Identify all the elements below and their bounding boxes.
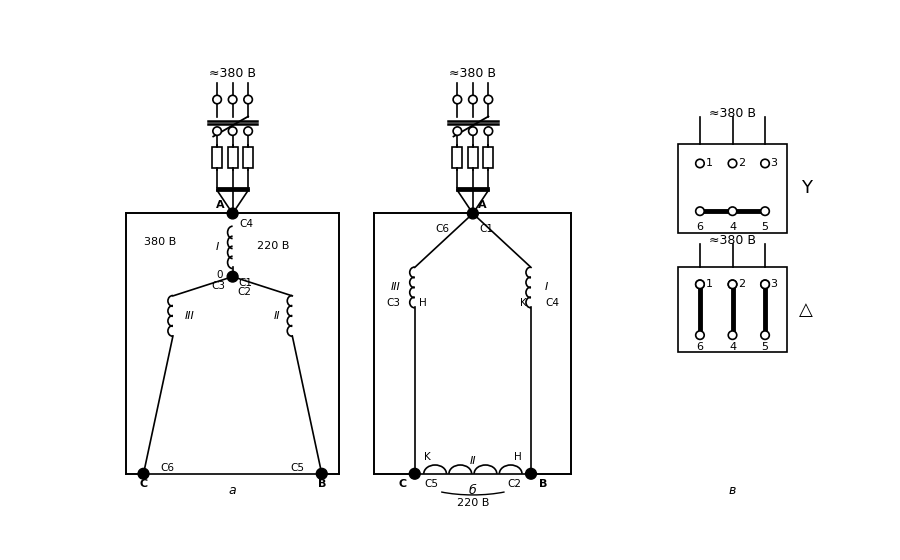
Text: III: III — [391, 282, 401, 292]
Text: 4: 4 — [729, 222, 736, 232]
Bar — [483, 147, 493, 168]
Text: A: A — [216, 200, 225, 211]
Circle shape — [696, 280, 704, 288]
Text: C: C — [399, 479, 407, 489]
Text: 5: 5 — [761, 342, 769, 352]
Circle shape — [760, 159, 770, 167]
Bar — [374, 213, 572, 474]
Circle shape — [469, 127, 477, 136]
Text: 6: 6 — [697, 222, 704, 232]
Circle shape — [526, 468, 536, 479]
Bar — [126, 213, 338, 474]
Bar — [679, 144, 787, 233]
Text: C4: C4 — [239, 220, 254, 229]
Text: 6: 6 — [697, 342, 704, 352]
Text: III: III — [184, 311, 194, 321]
Text: II: II — [274, 311, 281, 321]
Circle shape — [138, 468, 148, 479]
Circle shape — [728, 280, 737, 288]
Circle shape — [728, 207, 737, 216]
Text: △: △ — [799, 301, 813, 319]
Circle shape — [760, 331, 770, 339]
Text: б: б — [469, 484, 477, 497]
Text: C: C — [140, 479, 148, 489]
Bar — [679, 267, 787, 352]
Text: ≈380 В: ≈380 В — [209, 67, 256, 80]
Circle shape — [453, 95, 462, 104]
Text: 2: 2 — [738, 158, 745, 169]
Text: K: K — [520, 298, 527, 308]
Text: 220 В: 220 В — [256, 241, 289, 251]
Circle shape — [229, 127, 237, 136]
Circle shape — [696, 207, 704, 216]
Text: C3: C3 — [387, 298, 400, 308]
Text: C5: C5 — [291, 463, 305, 473]
Circle shape — [728, 280, 737, 288]
Bar — [468, 147, 478, 168]
Text: 4: 4 — [729, 342, 736, 352]
Text: Y: Y — [801, 179, 812, 198]
Text: II: II — [470, 456, 476, 466]
Text: ≈380 В: ≈380 В — [449, 67, 497, 80]
Text: 1: 1 — [706, 279, 713, 290]
Circle shape — [696, 159, 704, 167]
Text: C1: C1 — [238, 278, 253, 288]
Circle shape — [316, 468, 328, 479]
Text: C3: C3 — [211, 281, 225, 291]
Text: ≈380 В: ≈380 В — [709, 234, 756, 247]
Circle shape — [484, 127, 492, 136]
Circle shape — [467, 208, 478, 219]
Text: 220 В: 220 В — [456, 498, 489, 508]
Text: ≈380 В: ≈380 В — [709, 107, 756, 120]
Text: C2: C2 — [508, 479, 522, 489]
Circle shape — [760, 207, 770, 216]
Circle shape — [213, 127, 221, 136]
Text: C2: C2 — [238, 287, 251, 297]
Text: I: I — [545, 282, 548, 292]
Text: I: I — [215, 242, 219, 253]
Text: H: H — [418, 298, 427, 308]
Circle shape — [728, 331, 737, 339]
Text: 3: 3 — [770, 158, 778, 169]
Circle shape — [410, 468, 420, 479]
Text: H: H — [514, 452, 522, 462]
Circle shape — [696, 331, 704, 339]
Circle shape — [469, 95, 477, 104]
Text: в: в — [729, 484, 736, 497]
Circle shape — [213, 95, 221, 104]
Text: A: A — [478, 200, 487, 211]
Circle shape — [728, 159, 737, 167]
Text: C5: C5 — [424, 479, 438, 489]
Circle shape — [760, 280, 770, 288]
Circle shape — [484, 95, 492, 104]
Text: а: а — [229, 484, 237, 497]
Text: 0: 0 — [217, 270, 223, 280]
Circle shape — [453, 127, 462, 136]
Circle shape — [760, 280, 770, 288]
Text: 2: 2 — [738, 279, 745, 290]
Circle shape — [244, 95, 252, 104]
Circle shape — [244, 127, 252, 136]
Bar — [453, 147, 463, 168]
Circle shape — [227, 271, 238, 282]
Text: B: B — [539, 479, 547, 489]
Bar — [212, 147, 222, 168]
Text: B: B — [318, 479, 326, 489]
Text: 3: 3 — [770, 279, 778, 290]
Circle shape — [696, 280, 704, 288]
Text: 1: 1 — [706, 158, 713, 169]
Bar — [228, 147, 238, 168]
Text: 380 В: 380 В — [144, 237, 176, 247]
Circle shape — [229, 95, 237, 104]
Text: C1: C1 — [479, 224, 493, 234]
Text: C4: C4 — [545, 298, 559, 308]
Text: K: K — [424, 452, 431, 462]
Text: C6: C6 — [160, 463, 175, 473]
Bar — [243, 147, 253, 168]
Circle shape — [227, 208, 238, 219]
Text: C6: C6 — [436, 224, 450, 234]
Text: 5: 5 — [761, 222, 769, 232]
